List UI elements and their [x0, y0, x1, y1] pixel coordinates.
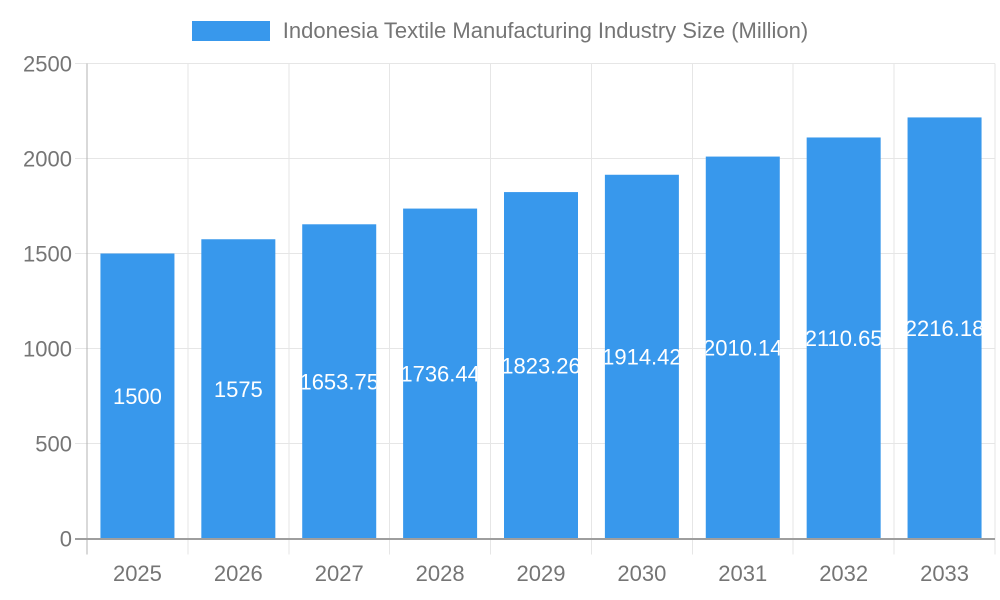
x-axis-tick-label: 2026: [214, 561, 263, 586]
y-axis-tick-label: 500: [35, 432, 72, 457]
y-axis-tick-label: 1000: [23, 337, 72, 362]
y-axis-tick-label: 2000: [23, 147, 72, 172]
bar-value-label: 1914.42: [602, 345, 682, 370]
legend-label: Indonesia Textile Manufacturing Industry…: [282, 18, 809, 43]
bar-2025[interactable]: [100, 253, 175, 539]
bar-value-label: 1500: [113, 384, 162, 409]
x-axis-tick-label: 2032: [819, 561, 868, 586]
bar-2032[interactable]: [806, 137, 881, 539]
chart-legend: Indonesia Textile Manufacturing Industry…: [0, 18, 1000, 43]
x-axis-tick-label: 2027: [315, 561, 364, 586]
bar-value-label: 1575: [214, 377, 263, 402]
bar-2031[interactable]: [705, 156, 780, 539]
bar-value-label: 2010.14: [703, 336, 783, 361]
legend-swatch: [191, 21, 270, 41]
bar-value-label: 1823.26: [501, 353, 581, 378]
bar-2028[interactable]: [403, 208, 478, 539]
y-axis-tick-label: 2500: [23, 52, 72, 77]
y-axis-tick-label: 0: [60, 527, 72, 552]
bar-2033[interactable]: [907, 117, 982, 539]
bar-2029[interactable]: [504, 192, 578, 539]
x-axis-tick-label: 2028: [416, 561, 465, 586]
x-axis-tick-label: 2033: [920, 561, 969, 586]
y-axis-tick-label: 1500: [23, 242, 72, 267]
bar-value-label: 2216.18: [905, 316, 985, 341]
bar-2026[interactable]: [201, 239, 276, 539]
x-axis-tick-label: 2025: [113, 561, 162, 586]
x-axis-tick-label: 2029: [517, 561, 566, 586]
bar-2027[interactable]: [302, 224, 377, 539]
bar-2030[interactable]: [604, 174, 679, 539]
bar-value-label: 1653.75: [299, 369, 379, 394]
x-axis-tick-label: 2031: [718, 561, 767, 586]
x-axis-tick-label: 2030: [617, 561, 666, 586]
bar-value-label: 2110.65: [805, 326, 883, 351]
bar-value-label: 1736.44: [400, 362, 480, 387]
